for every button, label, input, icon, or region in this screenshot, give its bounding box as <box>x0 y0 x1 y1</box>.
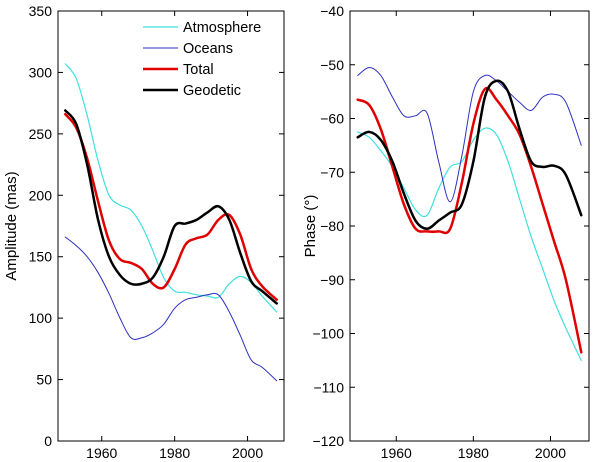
legend-label-oceans: Oceans <box>183 41 233 57</box>
axes-frame <box>349 10 590 442</box>
series-line-atmosphere <box>64 63 278 313</box>
x-tick-label: 1980 <box>458 445 489 461</box>
series-line-oceans <box>64 236 278 382</box>
axes-frame <box>57 10 285 442</box>
x-tick-label: 2000 <box>535 445 566 461</box>
y-tick-label: −60 <box>320 111 344 127</box>
x-tick-label: 1980 <box>159 445 190 461</box>
y-axis-label: Amplitude (mas) <box>3 171 20 280</box>
series-line-total <box>356 86 583 354</box>
y-tick-label: −120 <box>312 433 344 449</box>
y-tick-label: 250 <box>29 126 53 142</box>
y-tick-label: 50 <box>36 372 52 388</box>
y-axis-label: Phase (°) <box>302 195 319 258</box>
y-tick-label: −80 <box>320 218 344 234</box>
y-tick-label: 100 <box>29 310 53 326</box>
legend: Atmosphere Oceans Total Geodetic <box>143 20 261 99</box>
series-line-total <box>64 112 278 301</box>
x-tick-label: 1960 <box>381 445 412 461</box>
series-line-geodetic <box>356 79 583 230</box>
legend-label-atmosphere: Atmosphere <box>183 20 261 36</box>
legend-label-geodetic: Geodetic <box>183 83 241 99</box>
panel-amplitude: 0 50 100 150 200 250 300 350 1960 1980 2000 Amplitu… <box>3 3 285 461</box>
panel-phase: −120 −110 −100 −90 −80 −70 −60 −50 −40 1960 1980 20… <box>302 3 590 461</box>
x-tick-label: 1960 <box>86 445 117 461</box>
x-tick-label: 2000 <box>232 445 263 461</box>
y-tick-label: 0 <box>44 433 52 449</box>
y-tick-label: 150 <box>29 249 53 265</box>
y-tick-label: −100 <box>312 326 344 342</box>
legend-label-total: Total <box>183 62 214 78</box>
series-line-geodetic <box>64 109 278 305</box>
y-tick-label: −40 <box>320 3 344 19</box>
series-line-oceans <box>357 66 582 203</box>
y-tick-label: −110 <box>314 379 345 395</box>
y-tick-label: −70 <box>320 164 344 180</box>
y-tick-label: −90 <box>320 272 344 288</box>
y-tick-label: 200 <box>29 187 53 203</box>
y-tick-label: 300 <box>29 64 53 80</box>
y-tick-label: −50 <box>320 57 344 73</box>
y-tick-label: 350 <box>29 3 53 19</box>
